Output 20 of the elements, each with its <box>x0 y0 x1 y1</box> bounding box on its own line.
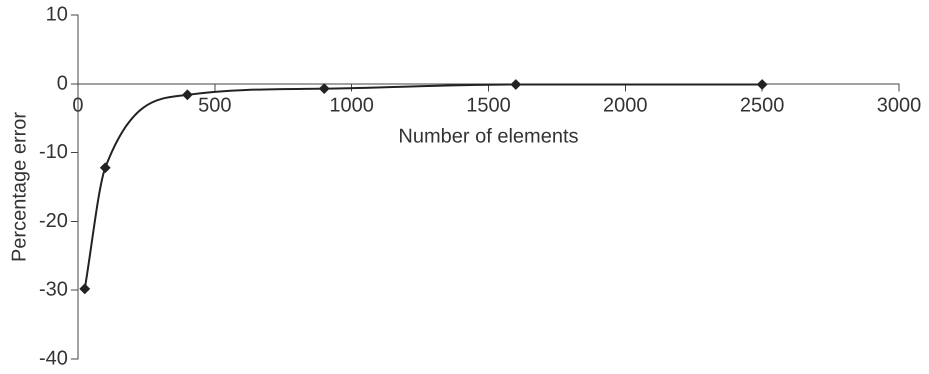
x-tick-label: 500 <box>198 94 232 116</box>
x-tick-label: 2500 <box>740 94 784 116</box>
y-tick-label: -10 <box>39 141 68 164</box>
point <box>80 284 90 294</box>
point <box>319 84 330 94</box>
point <box>510 79 521 90</box>
y-tick-label: 10 <box>46 4 68 26</box>
y-tick-label: -20 <box>39 210 68 232</box>
x-tick-label: 3000 <box>876 94 922 116</box>
y-axis-title: Percentage error <box>8 112 31 262</box>
x-axis-title: Number of elements <box>398 125 578 148</box>
y-tick-label: -30 <box>39 278 68 301</box>
point <box>182 90 192 100</box>
x-tick-label: 2000 <box>603 94 648 116</box>
point <box>100 162 110 173</box>
x-tick-label: 1000 <box>329 94 374 116</box>
x-tick-label: 1500 <box>466 94 511 116</box>
y-tick-label: 0 <box>56 72 68 94</box>
point <box>757 79 768 90</box>
y-tick-label: -40 <box>39 348 68 370</box>
